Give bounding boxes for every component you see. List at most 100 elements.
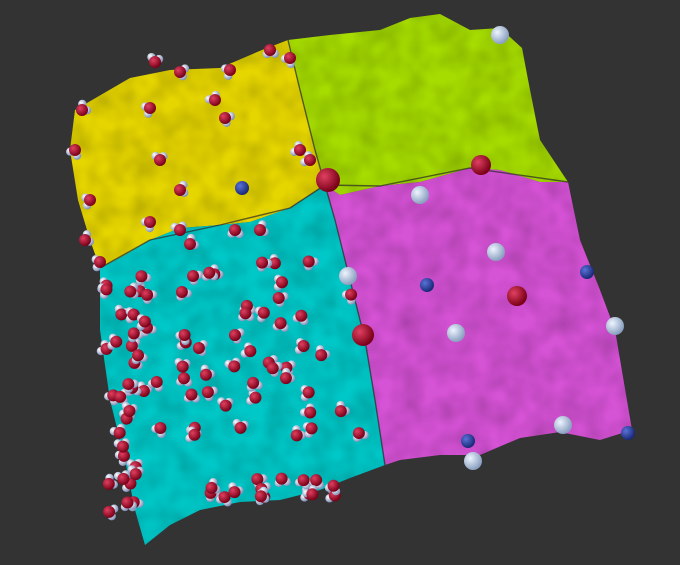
oxygen-atom — [114, 390, 127, 403]
oxygen-atom — [327, 479, 340, 492]
oxygen-atom — [203, 266, 216, 279]
oxygen-atom — [116, 440, 129, 453]
light-ion — [487, 243, 505, 261]
oxygen-atom — [205, 481, 218, 494]
oxygen-atom — [304, 406, 317, 419]
oxygen-atom — [272, 292, 285, 305]
oxygen-atom — [84, 194, 96, 206]
light-ion — [606, 317, 624, 335]
oxygen-atom — [302, 386, 315, 399]
oxygen-atom — [174, 224, 186, 236]
oxygen-atom — [178, 328, 191, 341]
oxygen-atom — [177, 372, 190, 385]
oxygen-atom — [154, 422, 167, 435]
oxygen-atom — [290, 429, 303, 442]
light-ion — [464, 452, 482, 470]
membrane-surface — [70, 14, 632, 545]
dark-ion — [420, 278, 434, 292]
oxygen-atom — [310, 474, 323, 487]
oxygen-atom — [124, 285, 137, 298]
oxygen-atom — [352, 427, 365, 440]
oxygen-atom — [94, 256, 106, 268]
ion-marker — [352, 324, 374, 346]
oxygen-atom — [297, 339, 310, 352]
oxygen-atom — [279, 372, 292, 385]
oxygen-atom — [122, 378, 135, 391]
oxygen-atom — [100, 283, 113, 296]
light-ion — [491, 26, 509, 44]
oxygen-atom — [135, 270, 148, 283]
oxygen-atom — [79, 234, 91, 246]
oxygen-atom — [239, 307, 252, 320]
oxygen-atom — [201, 386, 214, 399]
oxygen-atom — [138, 315, 151, 328]
oxygen-atom — [117, 472, 130, 485]
oxygen-atom — [141, 288, 154, 301]
oxygen-atom — [228, 360, 241, 373]
oxygen-atom — [127, 308, 140, 321]
oxygen-atom — [103, 505, 116, 518]
oxygen-atom — [132, 349, 145, 362]
oxygen-atom — [254, 224, 266, 236]
oxygen-atom — [334, 405, 347, 418]
oxygen-atom — [274, 317, 287, 330]
oxygen-atom — [295, 309, 308, 322]
oxygen-atom — [266, 362, 279, 375]
dark-ion — [621, 426, 635, 440]
oxygen-atom — [125, 339, 138, 352]
molecule-layer — [66, 26, 635, 521]
oxygen-atom — [302, 255, 315, 268]
oxygen-atom — [154, 154, 166, 166]
oxygen-atom — [251, 473, 264, 486]
oxygen-atom — [275, 276, 288, 289]
oxygen-atom — [294, 144, 306, 156]
oxygen-atom — [149, 56, 161, 68]
oxygen-atom — [117, 449, 130, 462]
oxygen-atom — [188, 428, 201, 441]
oxygen-atom — [129, 468, 142, 481]
oxygen-atom — [137, 384, 150, 397]
oxygen-atom — [224, 64, 236, 76]
light-ion — [447, 324, 465, 342]
oxygen-atom — [69, 144, 81, 156]
oxygen-atom — [345, 288, 358, 301]
oxygen-atom — [244, 345, 257, 358]
oxygen-atom — [192, 341, 205, 354]
green-region — [288, 14, 568, 195]
oxygen-atom — [175, 286, 188, 299]
oxygen-atom — [113, 426, 126, 439]
oxygen-atom — [187, 269, 200, 282]
oxygen-atom — [256, 256, 269, 269]
oxygen-atom — [306, 488, 319, 501]
oxygen-atom — [304, 154, 316, 166]
oxygen-atom — [228, 486, 241, 499]
oxygen-atom — [305, 422, 318, 435]
oxygen-atom — [121, 496, 134, 509]
oxygen-atom — [264, 44, 276, 56]
ion-marker — [471, 155, 491, 175]
oxygen-atom — [76, 104, 88, 116]
oxygen-atom — [234, 421, 247, 434]
oxygen-atom — [123, 405, 136, 418]
oxygen-atom — [254, 490, 267, 503]
region-boundaries — [99, 39, 569, 466]
oxygen-atom — [247, 376, 260, 389]
oxygen-atom — [184, 238, 196, 250]
oxygen-atom — [249, 391, 262, 404]
oxygen-atom — [209, 94, 221, 106]
oxygen-atom — [219, 399, 232, 412]
oxygen-atom — [102, 477, 115, 490]
oxygen-atom — [257, 306, 270, 319]
oxygen-atom — [199, 368, 212, 381]
yellow-region — [70, 40, 325, 268]
oxygen-atom — [268, 257, 281, 270]
oxygen-atom — [229, 224, 241, 236]
light-ion — [411, 186, 429, 204]
oxygen-atom — [115, 308, 128, 321]
oxygen-atom — [144, 216, 156, 228]
dark-ion — [580, 265, 594, 279]
cyan-region — [100, 185, 385, 545]
oxygen-atom — [174, 184, 186, 196]
oxygen-atom — [150, 375, 163, 388]
